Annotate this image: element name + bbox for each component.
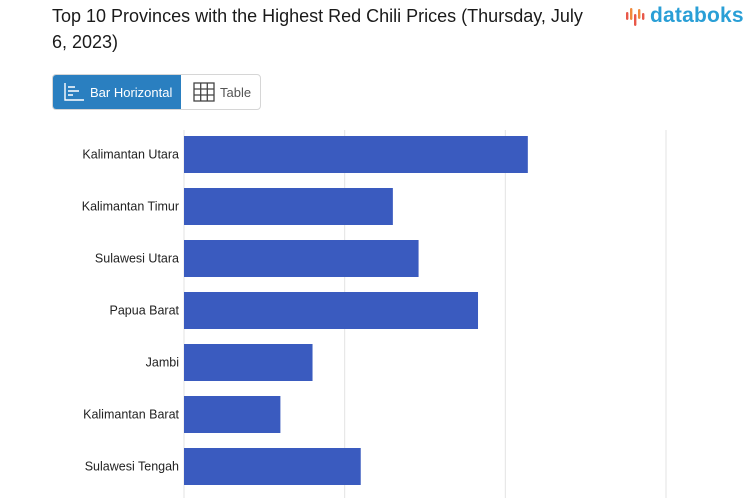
brand-logo[interactable]: databoks	[625, 4, 744, 28]
category-label: Kalimantan Utara	[82, 148, 179, 162]
bar[interactable]	[184, 396, 281, 433]
bar-horizontal-label: Bar Horizontal	[90, 84, 173, 100]
category-label: Sulawesi Tengah	[85, 460, 179, 474]
table-button[interactable]: Table	[181, 75, 260, 109]
view-toggle: Bar Horizontal Table	[52, 74, 261, 110]
bar-horizontal-button[interactable]: Bar Horizontal	[53, 75, 181, 109]
table-icon	[193, 82, 215, 102]
bar[interactable]	[184, 240, 419, 277]
category-label: Kalimantan Barat	[83, 408, 179, 422]
category-label: Papua Barat	[110, 304, 180, 318]
bar[interactable]	[184, 292, 479, 329]
bar[interactable]	[184, 344, 313, 381]
table-label: Table	[220, 84, 252, 100]
category-label: Sulawesi Utara	[95, 252, 179, 266]
databoks-logo-icon	[626, 8, 645, 26]
bar-chart-icon	[64, 83, 84, 101]
chart-title: Top 10 Provinces with the Highest Red Ch…	[52, 6, 583, 52]
category-label: Kalimantan Timur	[82, 200, 179, 214]
bar[interactable]	[184, 448, 361, 485]
category-label: Jambi	[146, 356, 179, 370]
bar[interactable]	[184, 136, 528, 173]
bar[interactable]	[184, 188, 393, 225]
brand-name: databoks	[650, 4, 744, 27]
